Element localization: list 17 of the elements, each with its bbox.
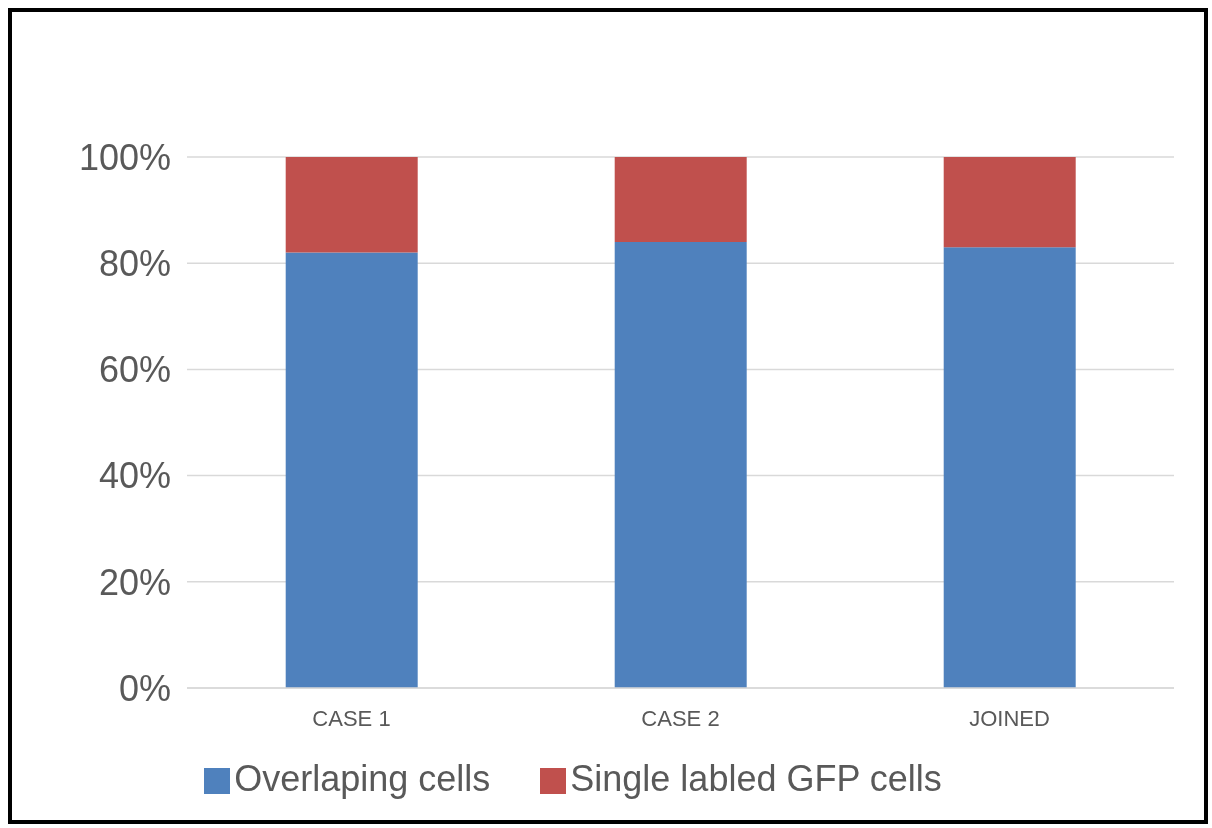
x-tick-label: JOINED [969, 705, 1050, 731]
y-tick-label: 20% [98, 561, 171, 603]
x-tick-label: CASE 2 [641, 705, 720, 731]
bar [943, 157, 1076, 248]
bar [943, 247, 1076, 688]
y-tick-label: 80% [98, 242, 171, 284]
y-tick-label: 100% [78, 136, 171, 178]
y-tick-label: 0% [118, 667, 171, 709]
x-tick-label: CASE 1 [312, 705, 391, 731]
y-tick-label: 40% [98, 455, 171, 497]
bar [285, 252, 418, 688]
y-tick-label: 60% [98, 349, 171, 391]
bar [285, 157, 418, 253]
legend-label: Overlaping cells [234, 758, 491, 799]
bar [614, 241, 747, 688]
legend-label: Single labled GFP cells [570, 758, 942, 799]
bar [614, 157, 747, 242]
